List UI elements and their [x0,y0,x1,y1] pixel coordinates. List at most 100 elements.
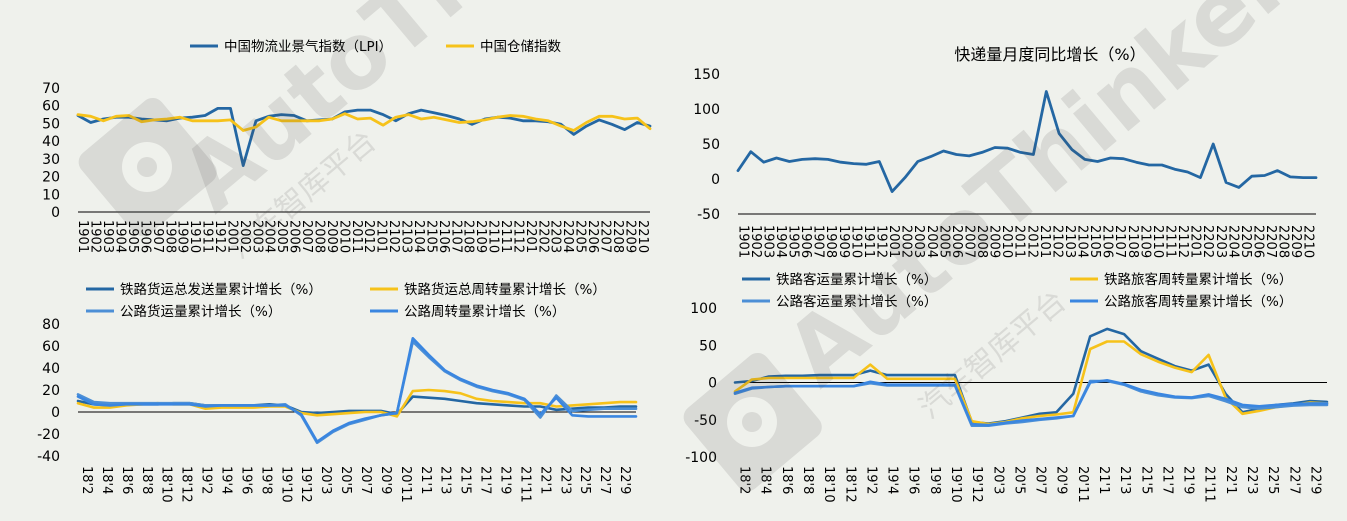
express-x-tick-label: 1905 [786,225,801,258]
lpi-x-tick-label: 2205 [573,220,588,253]
express-x-tick-label: 1912 [874,225,889,258]
passenger-x-tick-label: 20'11 [1075,466,1090,503]
express-x-tick-label: 2008 [974,225,989,258]
passenger-x-tick-label: 21'11 [1202,466,1217,503]
passenger-x-tick-label: 18'8 [800,466,815,494]
passenger-series-line-1 [733,327,1329,425]
passenger-x-tick-label: 21'1 [1096,466,1111,494]
lpi-series-line-1 [76,107,652,168]
lpi-y-tick-label: 40 [42,134,60,150]
lpi-x-tick-label: 1909 [175,220,190,253]
passenger-x-tick-label: 22'7 [1286,466,1301,494]
express-x-tick-label: 2109 [1137,225,1152,258]
freight-y-tick-label: -20 [37,427,60,443]
express-x-tick-label: 2003 [911,225,926,258]
freight-x-tick-label: 21'7 [478,466,493,494]
express-x-tick-label: 2205 [1238,225,1253,258]
express-x-tick-label: 2206 [1250,225,1265,258]
freight-legend-label: 公路货运量累计增长（%） [120,303,281,320]
lpi-x-tick-label: 1901 [75,220,90,253]
lpi-series-line-2 [76,112,652,132]
express-x-tick-label: 1908 [823,225,838,258]
lpi-x-tick-label: 1907 [150,220,165,253]
express-x-tick-label: 2108 [1125,225,1140,258]
express-x-tick-label: 1904 [773,225,788,258]
lpi-x-tick-label: 1903 [100,220,115,253]
lpi-x-tick-label: 2102 [386,220,401,253]
passenger-x-tick-label: 20'7 [1033,466,1048,494]
freight-x-tick-label: 21'5 [458,466,473,494]
lpi-x-tick-label: 2004 [262,220,277,253]
freight-x-tick-label: 20'5 [338,466,353,494]
passenger-x-tick-label: 19'6 [906,466,921,494]
lpi-x-tick-label: 2008 [311,220,326,253]
freight-legend-label: 铁路货运总发送量累计增长（%） [120,281,322,298]
freight-x-tick-label: 18'2 [79,466,94,494]
passenger-x-tick-label: 20'9 [1054,466,1069,494]
passenger-x-tick-label: 19'10 [948,466,963,503]
lpi-y-tick-label: 50 [42,116,60,132]
passenger-x-tick-label: 22'5 [1265,466,1280,494]
lpi-y-tick-label: 10 [42,187,60,203]
passenger-x-tick-label: 19'4 [885,466,900,494]
freight-x-tick-label: 19'12 [298,466,313,503]
express-y-tick-label: 150 [693,67,720,83]
lpi-x-tick-label: 2001 [224,220,239,253]
passenger-y-tick-label: 100 [690,301,717,317]
express-x-tick-label: 2204 [1225,225,1240,258]
lpi-x-tick-label: 2111 [498,220,513,253]
express-x-tick-label: 2103 [1062,225,1077,258]
freight-x-tick-label: 19'6 [238,466,253,494]
express-x-tick-label: 2104 [1075,225,1090,258]
freight-legend-label: 铁路货运总周转量累计增长（%） [404,281,606,298]
express-x-tick-label: 2010 [999,225,1014,258]
lpi-x-tick-label: 2109 [473,220,488,253]
freight-chart-group: -40 -20 0 20 40 60 80 18'2 18'4 18'6 18'8 18'10 18'1… [37,281,638,503]
freight-x-tick-label: 18'6 [119,466,134,494]
express-x-tick-label: 1910 [848,225,863,258]
express-y-tick-label: 0 [711,172,720,188]
lpi-x-tick-label: 2112 [510,220,525,253]
lpi-y-tick-label: 30 [42,152,60,168]
freight-x-tick-label: 18'12 [179,466,194,503]
freight-y-tick-label: 40 [42,361,60,377]
passenger-legend-label: 公路旅客周转量累计增长（%） [1104,293,1292,310]
freight-x-tick-label: 20'9 [378,466,393,494]
express-y-tick-label: -50 [697,207,720,223]
freight-x-tick-label: 20'11 [398,466,413,503]
express-x-tick-label: 2112 [1175,225,1190,258]
passenger-x-tick-label: 18'4 [758,466,773,494]
passenger-x-tick-label: 21'5 [1138,466,1153,494]
passenger-x-tick-label: 18'6 [779,466,794,494]
lpi-x-tick-label: 2007 [299,220,314,253]
passenger-legend-label: 铁路客运量累计增长（%） [776,271,937,288]
passenger-x-tick-label: 22'3 [1244,466,1259,494]
passenger-y-tick-label: 50 [699,338,717,354]
lpi-x-tick-label: 1910 [187,220,202,253]
lpi-x-tick-label: 2210 [635,220,650,253]
freight-series-line-4 [76,336,638,444]
lpi-x-tick-label: 2108 [461,220,476,253]
freight-x-tick-label: 22'7 [597,466,612,494]
express-series-line-1 [736,90,1318,194]
express-x-tick-label: 2207 [1263,225,1278,258]
passenger-x-tick-label: 21'3 [1117,466,1132,494]
passenger-chart-group: -100 -50 0 50 100 18'2 18'4 18'6 18'8 18'10 18'12 1… [685,271,1329,503]
lpi-x-tick-label: 2105 [423,220,438,253]
express-x-tick-label: 2006 [949,225,964,258]
passenger-x-tick-label: 22'1 [1223,466,1238,494]
express-x-tick-label: 2110 [1150,225,1165,258]
express-y-tick-label: 50 [702,137,720,153]
passenger-x-tick-label: 18'10 [821,466,836,503]
passenger-x-tick-label: 19'8 [927,466,942,494]
freight-x-tick-label: 22'3 [557,466,572,494]
passenger-y-tick-label: -100 [685,450,717,466]
express-x-tick-label: 2012 [1024,225,1039,258]
lpi-x-tick-label: 2005 [274,220,289,253]
passenger-x-tick-label: 20'3 [990,466,1005,494]
freight-x-tick-label: 18'10 [159,466,174,503]
lpi-x-tick-label: 1902 [88,220,103,253]
express-x-tick-label: 1911 [861,225,876,258]
express-x-tick-label: 2107 [1112,225,1127,258]
passenger-x-tick-label: 21'7 [1159,466,1174,494]
